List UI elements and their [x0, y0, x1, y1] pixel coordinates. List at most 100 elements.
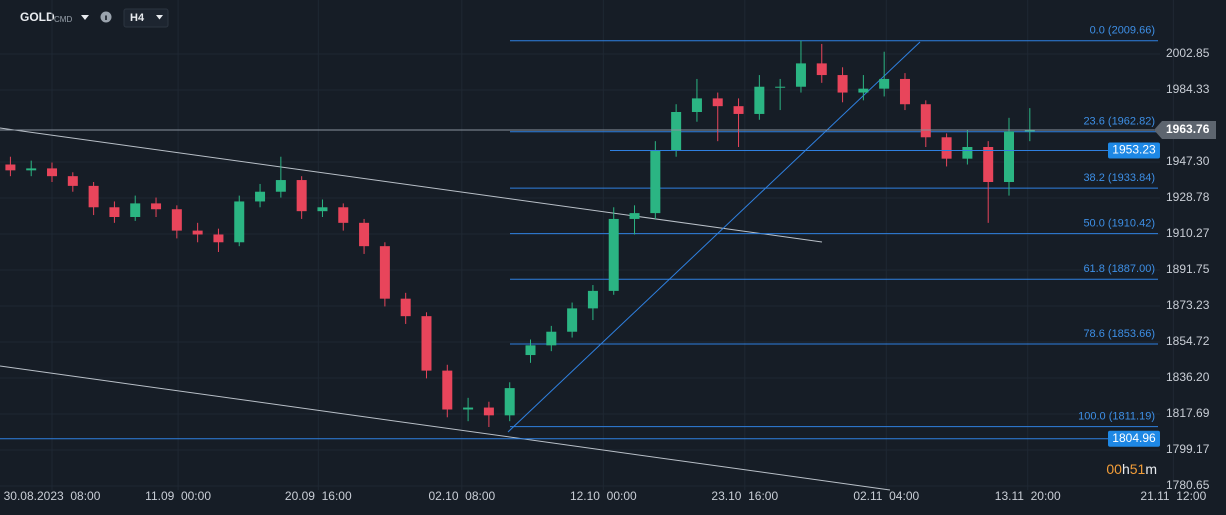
fib-level-label: 38.2 (1933.84) [1083, 172, 1155, 184]
candle-body [587, 290, 598, 309]
candle-body [567, 308, 578, 332]
drawings [0, 41, 921, 491]
candle-body [421, 316, 432, 371]
y-tick-label: 2002.85 [1166, 46, 1210, 60]
candle-body [775, 86, 786, 88]
timeframe-dropdown [156, 15, 163, 20]
candle-body [962, 147, 973, 159]
candle-body [525, 345, 536, 356]
y-tick-label: 1984.33 [1166, 82, 1210, 96]
y-tick-label: 1799.17 [1166, 442, 1210, 456]
fib-level-label: 78.6 (1853.66) [1083, 328, 1155, 340]
current-price-box [1154, 120, 1216, 139]
candle-body [5, 164, 16, 171]
grid [0, 0, 1174, 490]
axes: 2002.85 1984.33 1947.30 1928.78 1910.27 1891.… [4, 46, 1216, 503]
candle-body [837, 75, 848, 93]
candle-body [400, 298, 411, 317]
x-tick-label: 21.11 12:00 [1140, 489, 1206, 503]
y-tick-label: 1910.27 [1166, 226, 1210, 240]
fib-level-label: 23.6 (1962.82) [1083, 116, 1155, 128]
y-tick-label: 1873.23 [1166, 298, 1210, 312]
x-tick-label: 23.10 16:00 [711, 489, 778, 503]
trend-line [0, 365, 891, 491]
candle-body [1024, 129, 1035, 132]
trend-line [507, 41, 921, 433]
candle-body [359, 222, 370, 247]
candle-body [151, 203, 162, 210]
symbol-dropdown[interactable] [81, 15, 89, 20]
fib-level-label: 100.0 (1811.19) [1078, 411, 1155, 423]
x-tick-label: 30.08.2023 08:00 [4, 489, 101, 503]
candle-body [1004, 131, 1015, 182]
y-tick-label: 1928.78 [1166, 190, 1210, 204]
candle-body [379, 246, 390, 299]
x-tick-label: 02.10 08:00 [428, 489, 495, 503]
candle-body [546, 331, 557, 346]
current-price-label: 1963.76 [1166, 122, 1210, 136]
y-tick-label: 1780.65 [1166, 478, 1210, 492]
y-tick-label: 1891.75 [1166, 262, 1210, 276]
candle-body [88, 185, 99, 208]
candle-body [712, 98, 723, 107]
candle-body [171, 209, 182, 231]
candle-body [67, 176, 78, 186]
candle-timer: 00h51m [1106, 461, 1157, 477]
x-tick-label: 11.09 00:00 [145, 489, 211, 503]
candle-body [317, 207, 328, 212]
candle-body [109, 207, 120, 217]
candle-body [691, 98, 702, 112]
symbol-type: CMD [54, 15, 72, 24]
timeframe: H4 [130, 12, 145, 24]
candle-body [26, 168, 37, 171]
x-tick-label: 20.09 16:00 [285, 489, 352, 503]
candle-body [296, 180, 307, 212]
candle-body [463, 407, 474, 410]
candle-body [608, 218, 619, 291]
price-label: 1953.23 [1112, 143, 1156, 157]
candle-body [983, 147, 994, 182]
candle-body [47, 168, 58, 177]
timer-part: 51 [1130, 461, 1146, 477]
timeframe-box[interactable] [123, 8, 169, 28]
candle-body [275, 180, 286, 192]
y-tick-label: 1817.69 [1166, 406, 1210, 420]
candle-body [899, 78, 910, 105]
timer-part: h [1122, 461, 1130, 477]
trend-line [0, 127, 823, 243]
price-label-box [1108, 142, 1160, 159]
x-tick-label: 13.11 20:00 [995, 489, 1061, 503]
timer-part: 00 [1106, 461, 1122, 477]
candle-body [504, 388, 515, 416]
candle-body [754, 86, 765, 114]
info-icon-glyph [105, 15, 107, 20]
candle-body [629, 213, 640, 219]
candle-body [255, 191, 266, 202]
fib-level-label: 50.0 (1910.42) [1083, 218, 1155, 230]
candle-body [483, 407, 494, 416]
x-tick-label: 02.11 04:00 [853, 489, 919, 503]
timer-part: m [1145, 461, 1157, 477]
candle-body [213, 234, 224, 243]
fib-level-label: 61.8 (1887.00) [1083, 263, 1155, 275]
candle-body [941, 137, 952, 159]
plot: 0.0 (2009.66) 23.6 (1962.82) 38.2 (1933.84… [0, 25, 1160, 440]
candle-body [338, 207, 349, 223]
y-tick-label: 1836.20 [1166, 370, 1210, 384]
symbol[interactable]: GOLD [20, 10, 55, 24]
y-tick-label: 1947.30 [1166, 154, 1210, 168]
candle-body [442, 370, 453, 410]
candle-body [920, 104, 931, 138]
candle-body [234, 201, 245, 243]
candle-body [733, 106, 744, 114]
price-label: 1804.96 [1112, 431, 1156, 445]
candle-body [879, 78, 890, 89]
header: GOLD CMD H4 [20, 8, 169, 28]
fib-level-label: 0.0 (2009.66) [1090, 25, 1155, 37]
candle-body [816, 63, 827, 76]
candle-body [650, 150, 661, 214]
y-tick-label: 1854.72 [1166, 334, 1210, 348]
candle-body [795, 63, 806, 87]
candle-body [192, 230, 203, 235]
